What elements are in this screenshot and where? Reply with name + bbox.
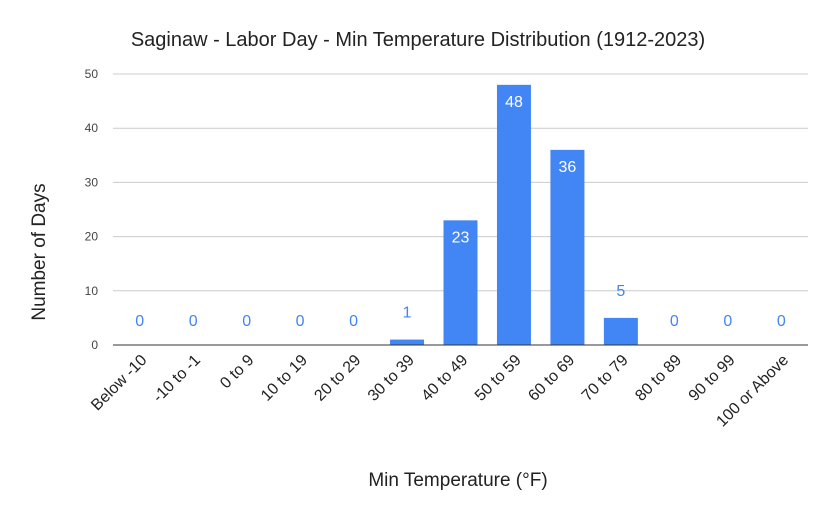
x-tick-label: -10 to -1: [150, 352, 204, 406]
x-axis-ticks: Below -10 -10 to -1 0 to 9 10 to 19 20 to 29…: [88, 352, 792, 431]
data-label: 0: [189, 313, 198, 330]
data-label: 0: [296, 313, 305, 330]
x-tick-label: 90 to 99: [686, 352, 739, 405]
data-label: 1: [403, 305, 412, 322]
y-axis-title: Number of Days: [29, 183, 50, 320]
x-tick-label: 80 to 89: [632, 352, 685, 405]
y-tick-label: 30: [85, 175, 99, 189]
data-label: 0: [723, 313, 732, 330]
y-tick-label: 10: [85, 284, 99, 298]
x-tick-label: 70 to 79: [579, 352, 632, 405]
data-label: 36: [559, 159, 577, 176]
x-tick-label: 50 to 59: [472, 352, 525, 405]
y-tick-label: 0: [91, 338, 98, 352]
x-tick-label: 60 to 69: [525, 352, 578, 405]
data-label: 0: [349, 313, 358, 330]
data-label: 48: [505, 94, 523, 111]
bar: [443, 220, 478, 345]
chart-title: Saginaw - Labor Day - Min Temperature Di…: [131, 29, 705, 51]
bars: [390, 84, 638, 345]
bar: [603, 317, 638, 345]
y-tick-label: 20: [85, 230, 99, 244]
bar: [550, 149, 585, 345]
x-axis-title: Min Temperature (°F): [368, 470, 547, 491]
x-tick-label: 10 to 19: [258, 352, 311, 405]
data-label: 23: [452, 229, 470, 246]
gridlines: [113, 73, 808, 292]
y-tick-label: 50: [85, 67, 99, 81]
bar: [390, 339, 425, 345]
x-tick-label: 20 to 29: [311, 352, 364, 405]
x-tick-label: Below -10: [88, 352, 150, 414]
data-label: 0: [777, 313, 786, 330]
data-label: 0: [242, 313, 251, 330]
data-label: 5: [616, 283, 625, 300]
y-tick-label: 40: [85, 121, 99, 135]
data-label: 0: [670, 313, 679, 330]
bar: [496, 84, 531, 345]
data-labels: 0 0 0 0 0 1 23 48 36 5 0 0 0: [135, 94, 786, 330]
data-label: 0: [135, 313, 144, 330]
x-tick-label: 0 to 9: [217, 352, 257, 392]
x-tick-label: 40 to 49: [418, 352, 471, 405]
y-axis-ticks: 0 10 20 30 40 50: [85, 67, 99, 352]
x-tick-label: 30 to 39: [365, 352, 418, 405]
